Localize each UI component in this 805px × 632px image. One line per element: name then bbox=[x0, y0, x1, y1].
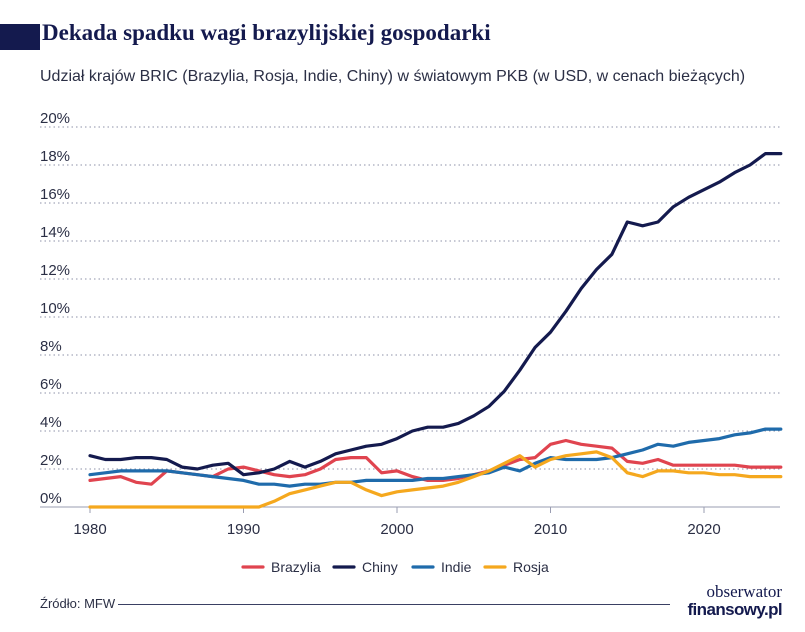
x-tick-label: 2020 bbox=[687, 521, 720, 538]
source-note: Źródło: MFW bbox=[40, 596, 116, 611]
series-line-rosja bbox=[88, 450, 783, 509]
footer-divider bbox=[118, 604, 670, 605]
y-tick-label: 0% bbox=[40, 490, 62, 507]
y-tick-label: 12% bbox=[40, 262, 70, 279]
y-tick-label: 4% bbox=[40, 414, 62, 431]
x-tick-label: 1990 bbox=[227, 521, 260, 538]
legend-label-brazylia: Brazylia bbox=[271, 559, 321, 575]
y-tick-label: 16% bbox=[40, 186, 70, 203]
chart-title: Dekada spadku wagi brazylijskiej gospoda… bbox=[42, 20, 491, 45]
series-line-indie bbox=[88, 427, 783, 488]
logo-top-text: obserwator bbox=[706, 582, 782, 601]
y-tick-label: 2% bbox=[40, 452, 62, 469]
chart-subtitle: Udział krajów BRIC (Brazylia, Rosja, Ind… bbox=[40, 68, 746, 85]
legend-label-rosja: Rosja bbox=[513, 559, 549, 575]
y-tick-label: 20% bbox=[40, 110, 70, 127]
publisher-logo: obserwator finansowy.pl bbox=[682, 582, 783, 619]
y-tick-label: 18% bbox=[40, 148, 70, 165]
x-tick-label: 2010 bbox=[534, 521, 567, 538]
legend-label-indie: Indie bbox=[441, 559, 472, 575]
title-accent-bar bbox=[0, 24, 40, 50]
y-tick-label: 10% bbox=[40, 300, 70, 317]
legend-label-chiny: Chiny bbox=[362, 559, 398, 575]
series-line-chiny bbox=[88, 152, 783, 477]
x-tick-label: 1980 bbox=[73, 521, 106, 538]
y-tick-label: 6% bbox=[40, 376, 62, 393]
y-tick-label: 8% bbox=[40, 338, 62, 355]
logo-bottom-text: finansowy.pl bbox=[687, 600, 783, 619]
y-tick-label: 14% bbox=[40, 224, 70, 241]
x-tick-label: 2000 bbox=[380, 521, 413, 538]
